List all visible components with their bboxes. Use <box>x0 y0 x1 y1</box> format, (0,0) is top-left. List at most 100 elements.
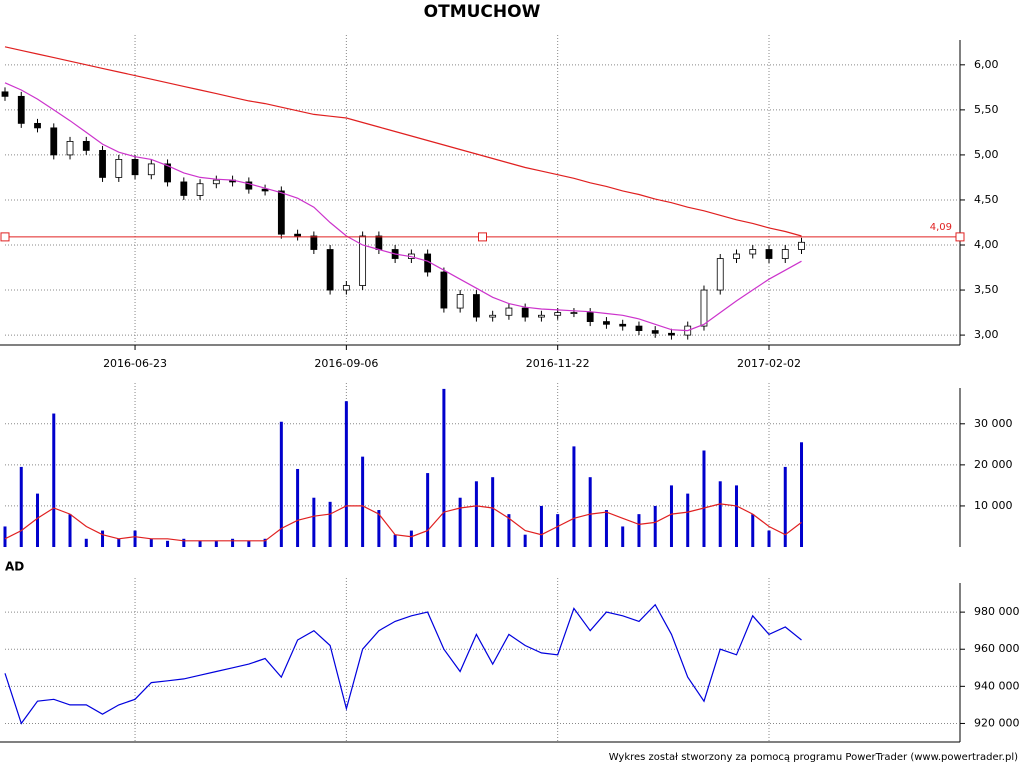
candle-body <box>147 163 155 176</box>
bar <box>426 473 430 547</box>
candle-body <box>131 159 139 176</box>
level-handle <box>478 232 487 242</box>
y-tick-label: 20 000 <box>974 458 1013 471</box>
moving-average <box>4 82 802 332</box>
candle-body <box>196 183 204 196</box>
candle-body <box>619 323 627 327</box>
candle-body <box>473 294 480 318</box>
bar <box>686 493 690 547</box>
bar <box>377 510 381 547</box>
candle-body <box>586 312 594 322</box>
x-tick-label: 2017-02-02 <box>737 357 801 370</box>
candle-body <box>651 330 659 334</box>
candle-body <box>261 188 269 192</box>
candle-body <box>668 332 675 336</box>
y-tick-label: 4,00 <box>974 238 999 251</box>
candle-body <box>34 122 41 129</box>
bar <box>393 534 397 547</box>
x-tick-label: 2016-06-23 <box>103 357 167 370</box>
bar <box>214 540 218 547</box>
bar <box>539 505 543 547</box>
candle-body <box>570 312 578 314</box>
bar <box>523 534 527 547</box>
bar <box>149 538 153 547</box>
bar <box>751 514 755 547</box>
candle-body <box>489 314 497 318</box>
bar <box>491 477 495 547</box>
candle-body <box>310 235 318 250</box>
y-tick-label: 6,00 <box>974 58 999 71</box>
bar <box>669 485 673 547</box>
bar <box>117 538 121 547</box>
bar <box>84 538 88 547</box>
candle-body <box>749 249 757 255</box>
level-handle <box>0 232 10 242</box>
y-tick-label: 3,00 <box>974 328 999 341</box>
bar <box>702 450 706 547</box>
candle-body <box>164 163 171 183</box>
bar <box>263 538 267 547</box>
candle-body <box>716 258 724 291</box>
candle-body <box>538 314 545 318</box>
candle-body <box>359 235 367 286</box>
y-tick-label: 960 000 <box>974 642 1020 655</box>
candle-body <box>781 249 789 259</box>
candle-body <box>798 241 805 250</box>
bar <box>507 514 511 547</box>
candle-body <box>765 249 773 259</box>
candle-body <box>554 312 562 316</box>
bar <box>361 456 365 547</box>
bar <box>767 530 771 547</box>
y-tick-label: 920 000 <box>974 716 1020 729</box>
bar <box>344 401 348 547</box>
bar <box>133 530 137 547</box>
bar <box>474 481 478 547</box>
candle-body <box>277 190 285 235</box>
bar <box>198 540 202 547</box>
candle-body <box>180 181 188 196</box>
y-tick-label: 5,00 <box>974 148 999 161</box>
bar <box>52 413 56 547</box>
level-label: 4,09 <box>930 222 952 233</box>
level-handle <box>955 232 965 242</box>
x-tick-label: 2016-11-22 <box>526 357 590 370</box>
candle-body <box>245 181 253 190</box>
bar <box>166 540 170 547</box>
y-tick-label: 980 000 <box>974 605 1020 618</box>
bar <box>36 493 40 547</box>
bar <box>296 468 300 547</box>
candle-body <box>1 91 9 97</box>
bar <box>442 388 446 547</box>
bar <box>409 530 413 547</box>
bar <box>68 514 72 547</box>
candle-body <box>440 271 448 309</box>
candle-body <box>733 253 740 259</box>
indicator-line <box>4 603 802 725</box>
bar <box>800 442 804 547</box>
candle-body <box>212 179 220 185</box>
bar <box>718 481 722 547</box>
candle-body <box>66 140 74 156</box>
candle-body <box>82 140 90 151</box>
bar <box>637 514 641 547</box>
candle-body <box>342 285 350 291</box>
y-tick-label: 940 000 <box>974 679 1020 692</box>
y-tick-label: 3,50 <box>974 283 999 296</box>
y-tick-label: 5,50 <box>974 103 999 116</box>
bar <box>458 497 462 547</box>
bar <box>588 477 592 547</box>
candle-body <box>115 159 123 178</box>
bar <box>621 526 625 547</box>
candle-body <box>603 321 610 325</box>
panel-label: AD <box>5 560 24 574</box>
candle-body <box>505 307 513 316</box>
y-tick-label: 4,50 <box>974 193 999 206</box>
bar <box>19 466 23 547</box>
bar <box>312 497 316 547</box>
candle-body <box>99 150 106 178</box>
bar <box>556 514 560 547</box>
candle-body <box>326 249 334 291</box>
volume-average <box>4 503 802 542</box>
candle-body <box>456 294 464 309</box>
